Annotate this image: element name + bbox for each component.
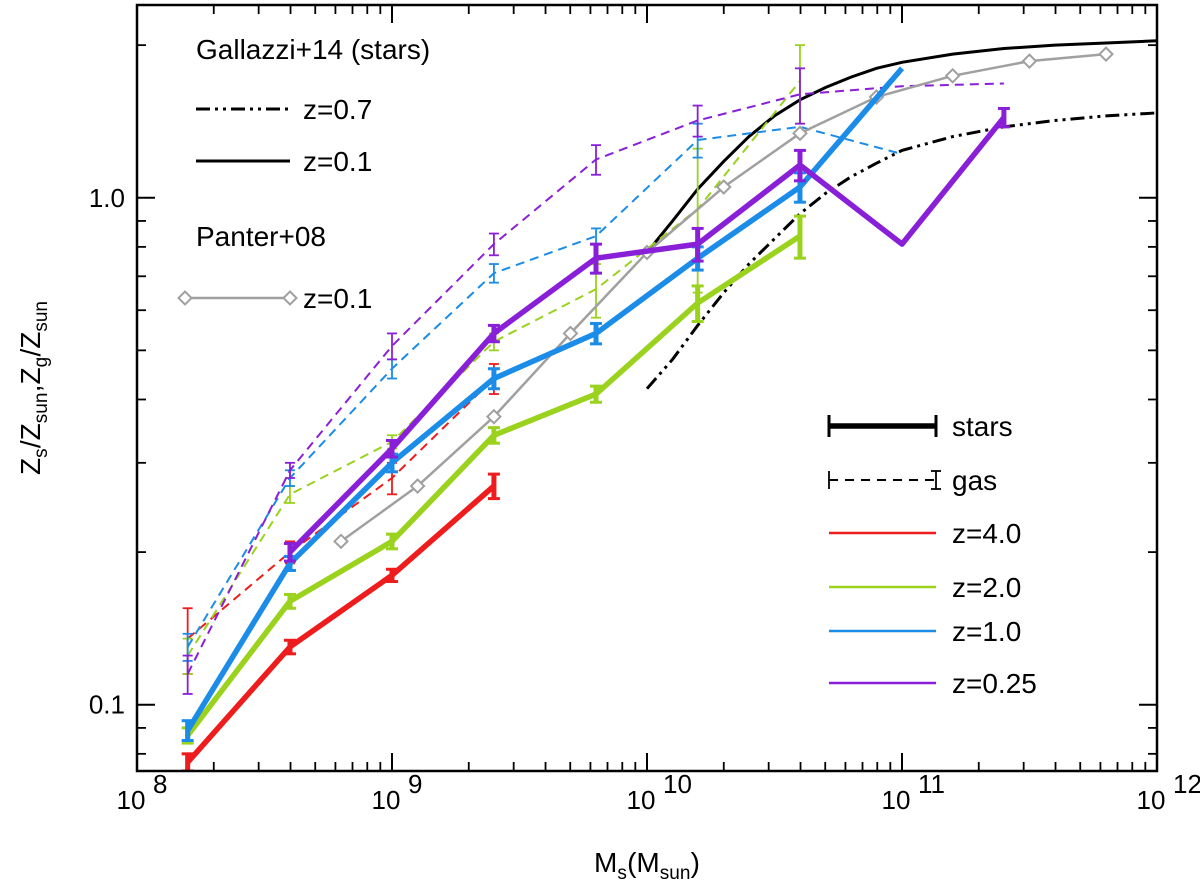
panter-point [409, 478, 426, 494]
x-tick-label: 10 [372, 785, 401, 815]
panter-point [792, 125, 808, 142]
legend-label-z1: z=1.0 [952, 616, 1021, 647]
x-tick-exponent: 9 [408, 769, 422, 799]
legend-panter-z01: z=0.1 [303, 283, 372, 314]
legend-label-z2: z=2.0 [952, 572, 1021, 603]
x-tick-label: 10 [882, 785, 911, 815]
x-tick-exponent: 8 [153, 769, 167, 799]
stars-line-z=0.25 [288, 115, 1007, 555]
x-tick-label: 10 [627, 785, 656, 815]
legend-gallazzi-z01: z=0.1 [303, 146, 372, 177]
legend-label-z4: z=4.0 [952, 518, 1021, 549]
panter-point [1021, 53, 1038, 70]
plot-area [181, 39, 1157, 771]
x-tick-exponent: 11 [918, 769, 945, 799]
series-group [181, 39, 1157, 771]
legend: Gallazzi+14 (stars) z=0.7 z=0.1 Panter+08 z=… [177, 34, 1037, 699]
y-tick-label: 1.0 [89, 183, 125, 213]
panter-point [486, 408, 502, 425]
gallazzi-line-z=0.7 [645, 111, 1157, 390]
x-tick-exponent: 10 [663, 769, 692, 799]
x-tick-label: 10 [1137, 785, 1166, 815]
legend-panter-title: Panter+08 [196, 221, 326, 252]
x-tick-exponent: 12 [1173, 769, 1200, 799]
legend-stars-label: stars [952, 411, 1013, 442]
legend-gallazzi-z07: z=0.7 [303, 94, 372, 125]
x-tick-label: 10 [117, 785, 146, 815]
panter-point [1098, 46, 1114, 63]
stars-line-z=4.0 [185, 483, 496, 765]
y-tick-label: 0.1 [89, 690, 125, 720]
legend-panter-marker [177, 290, 193, 306]
panter-point [715, 179, 732, 195]
legend-gallazzi-title: Gallazzi+14 (stars) [196, 34, 430, 65]
legend-label-z025: z=0.25 [952, 668, 1037, 699]
gallazzi-line-z=0.1 [645, 39, 1157, 254]
x-axis-label: Ms (Msun ) [594, 847, 700, 884]
legend-gas-label: gas [952, 465, 997, 496]
stars-line-z=1.0 [185, 66, 905, 732]
panter-point [944, 67, 961, 84]
legend-panter-marker [282, 290, 298, 306]
gas-line-z=1.0 [186, 125, 903, 648]
y-axis-label: Zs /Zsun ,Zg /Zsun [15, 301, 52, 475]
panter-point [333, 533, 349, 550]
panter-point [562, 325, 579, 342]
